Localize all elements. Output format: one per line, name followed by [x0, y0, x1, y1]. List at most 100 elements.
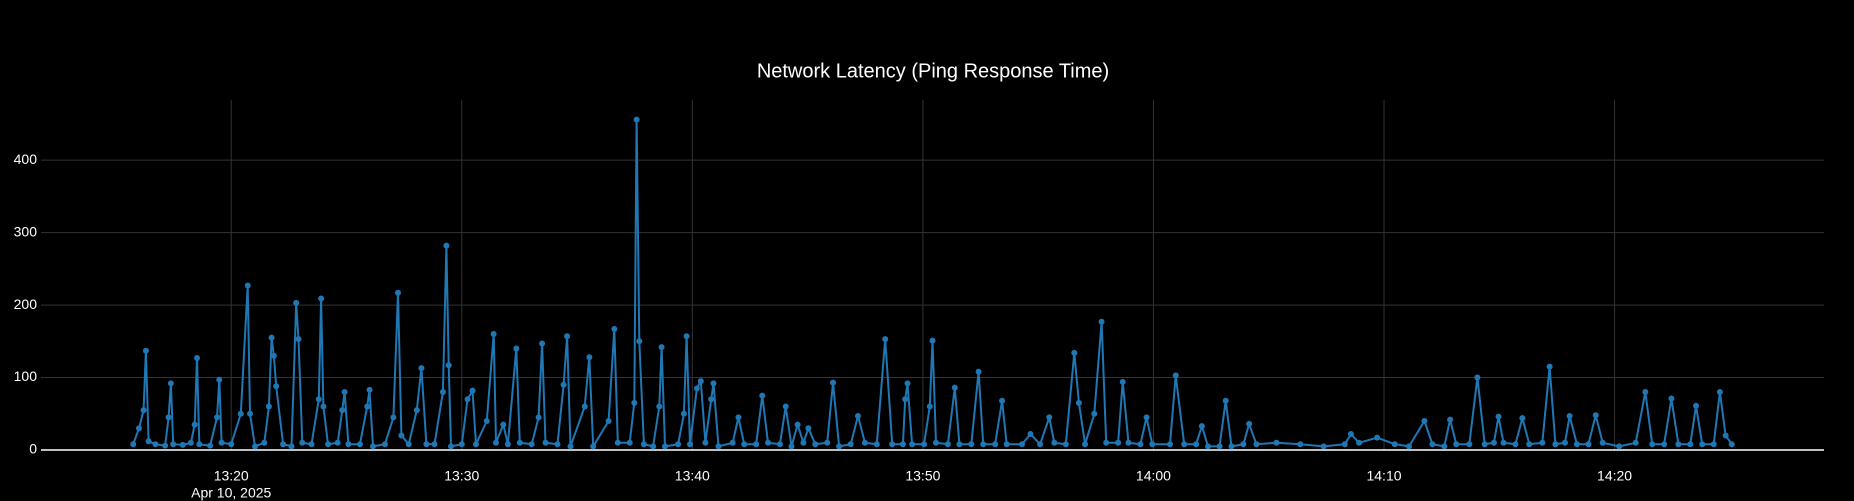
- marker: [1019, 441, 1026, 448]
- marker: [492, 439, 499, 446]
- marker: [469, 387, 476, 394]
- marker: [614, 439, 621, 446]
- marker: [1573, 441, 1580, 448]
- marker: [951, 384, 958, 391]
- marker: [458, 441, 465, 448]
- marker: [788, 443, 795, 450]
- marker: [1103, 439, 1110, 446]
- marker: [423, 441, 430, 448]
- marker: [247, 410, 254, 417]
- marker: [1193, 441, 1200, 448]
- marker: [1642, 389, 1649, 396]
- marker: [1495, 413, 1502, 420]
- marker: [1728, 441, 1735, 448]
- marker: [1566, 412, 1573, 419]
- marker: [167, 380, 174, 387]
- marker: [140, 407, 147, 414]
- marker: [1405, 443, 1412, 450]
- marker: [1228, 443, 1235, 450]
- marker: [1453, 441, 1460, 448]
- marker: [542, 439, 549, 446]
- marker: [564, 333, 571, 340]
- marker: [1693, 402, 1700, 409]
- marker: [265, 403, 272, 410]
- marker: [334, 439, 341, 446]
- marker: [1374, 434, 1381, 441]
- marker: [805, 425, 812, 432]
- marker: [929, 337, 936, 344]
- marker: [683, 333, 690, 340]
- marker: [1240, 441, 1247, 448]
- marker: [999, 397, 1006, 404]
- marker: [741, 441, 748, 448]
- y-tick-label: 200: [14, 296, 38, 312]
- marker: [1632, 439, 1639, 446]
- marker: [1616, 443, 1623, 450]
- marker: [1592, 412, 1599, 419]
- marker: [1320, 443, 1327, 450]
- marker: [381, 441, 388, 448]
- marker: [554, 441, 561, 448]
- marker: [1253, 441, 1260, 448]
- marker: [1143, 414, 1150, 421]
- marker: [315, 396, 322, 403]
- marker: [944, 441, 951, 448]
- marker: [1071, 349, 1078, 356]
- marker: [130, 441, 137, 448]
- marker: [216, 376, 223, 383]
- marker: [398, 432, 405, 439]
- marker: [366, 386, 373, 393]
- marker: [431, 441, 438, 448]
- marker: [345, 441, 352, 448]
- marker: [1585, 441, 1592, 448]
- x-date-label: Apr 10, 2025: [191, 485, 271, 501]
- x-tick-label: 14:10: [1366, 468, 1401, 484]
- x-tick-label: 14:20: [1597, 468, 1632, 484]
- marker: [165, 414, 172, 421]
- marker: [142, 347, 149, 354]
- marker: [680, 410, 687, 417]
- marker: [1098, 318, 1105, 325]
- marker: [656, 403, 663, 410]
- marker: [1562, 439, 1569, 446]
- marker: [1699, 441, 1706, 448]
- marker: [626, 439, 633, 446]
- marker: [889, 441, 896, 448]
- marker: [268, 334, 275, 341]
- marker: [921, 441, 928, 448]
- marker: [1599, 439, 1606, 446]
- marker: [483, 418, 490, 425]
- marker: [288, 443, 295, 450]
- marker: [261, 439, 268, 446]
- marker: [1246, 420, 1253, 427]
- marker: [909, 441, 916, 448]
- marker: [759, 392, 766, 399]
- marker: [693, 385, 700, 392]
- marker: [708, 396, 715, 403]
- marker: [753, 441, 760, 448]
- marker: [308, 441, 315, 448]
- x-tick-label: 13:30: [444, 468, 479, 484]
- marker: [1027, 431, 1034, 438]
- chart-title: Network Latency (Ping Response Time): [757, 60, 1109, 82]
- y-tick-label: 300: [14, 223, 38, 239]
- marker: [228, 441, 235, 448]
- marker: [1347, 431, 1354, 438]
- y-tick-label: 400: [14, 151, 38, 167]
- marker: [636, 338, 643, 345]
- marker: [448, 443, 455, 450]
- marker: [356, 441, 363, 448]
- marker: [464, 396, 471, 403]
- marker: [213, 414, 220, 421]
- marker: [187, 439, 194, 446]
- marker: [445, 362, 452, 369]
- marker: [528, 441, 535, 448]
- marker: [145, 438, 152, 445]
- x-tick-label: 13:50: [905, 468, 940, 484]
- marker: [1297, 441, 1304, 448]
- marker: [829, 379, 836, 386]
- marker: [341, 389, 348, 396]
- marker: [513, 345, 520, 352]
- marker: [932, 439, 939, 446]
- marker: [339, 407, 346, 414]
